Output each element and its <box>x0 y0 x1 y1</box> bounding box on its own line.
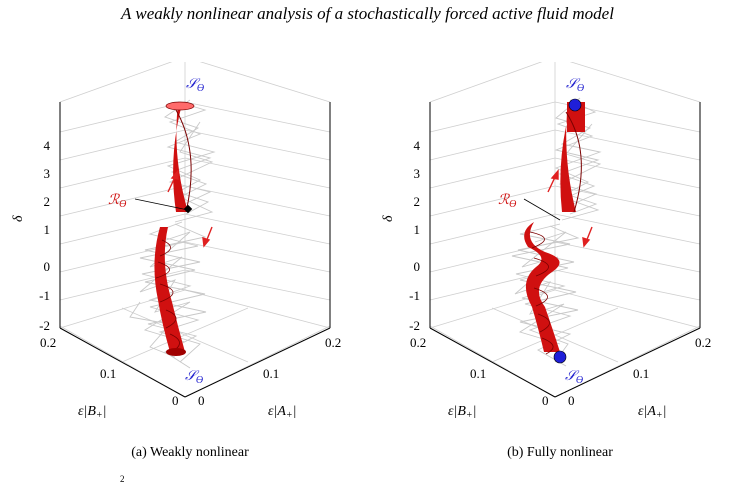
z-tick-label: 2 <box>44 194 51 209</box>
s-theta-label-bottom: 𝒮ϴ <box>565 369 583 386</box>
fixed-point-marker <box>183 204 193 214</box>
caption-panel-a: (a) Weakly nonlinear <box>131 445 249 460</box>
r-theta-pointer <box>134 198 189 211</box>
running-header: A weakly nonlinear analysis of a stochas… <box>121 4 614 23</box>
b-tick-label: 0 <box>172 393 179 408</box>
b-tick-label: 0 <box>542 393 549 408</box>
b-axis-label: ε|B+| <box>448 404 477 421</box>
a-tick-label: 0 <box>198 393 205 408</box>
z-tick-label: 0 <box>44 259 51 274</box>
deterministic-tube <box>154 101 195 356</box>
box-frame <box>429 102 701 398</box>
box-frame <box>59 102 331 398</box>
z-tick-label: 4 <box>414 138 421 153</box>
r-theta-label: ℛϴ <box>108 193 126 210</box>
fixed-point-marker-bottom <box>553 350 567 364</box>
z-tick-label: -1 <box>409 288 420 303</box>
z-axis-ticks: 4 3 2 1 0 -1 -2 <box>409 138 420 333</box>
b-axis-ticks: 0.2 0.1 0 <box>410 335 549 408</box>
a-tick-label: 0.1 <box>263 366 279 381</box>
b-tick-label: 0.1 <box>100 366 116 381</box>
figure-panel-a: 4 3 2 1 0 -1 -2 δ 0.2 0.1 0 ε|B+| 0 0.1 … <box>0 62 365 432</box>
a-tick-label: 0 <box>568 393 575 408</box>
a-axis-ticks: 0 0.1 0.2 <box>198 335 341 408</box>
b-tick-label: 0.2 <box>40 335 56 350</box>
fixed-point-marker-top <box>568 98 582 112</box>
z-tick-label: 3 <box>414 166 421 181</box>
z-axis-label: δ <box>381 215 396 222</box>
figure-panel-b: 4 3 2 1 0 -1 -2 δ 0.2 0.1 0 ε|B+| 0 0.1 … <box>370 62 735 432</box>
direction-arrows <box>167 169 213 248</box>
s-theta-label-bottom: 𝒮ϴ <box>185 369 203 386</box>
b-tick-label: 0.1 <box>470 366 486 381</box>
s-theta-label-top: 𝒮ϴ <box>186 77 204 94</box>
z-tick-label: 0 <box>414 259 421 274</box>
z-axis-label: δ <box>11 215 26 222</box>
z-axis-ticks: 4 3 2 1 0 -1 -2 <box>39 138 50 333</box>
plot-3d-b: 4 3 2 1 0 -1 -2 δ 0.2 0.1 0 ε|B+| 0 0.1 … <box>381 62 711 421</box>
z-tick-label: -1 <box>39 288 50 303</box>
b-axis-ticks: 0.2 0.1 0 <box>40 335 179 408</box>
b-tick-label: 0.2 <box>410 335 426 350</box>
z-tick-label: 3 <box>44 166 51 181</box>
z-tick-label: 1 <box>414 222 421 237</box>
a-tick-label: 0.1 <box>633 366 649 381</box>
plot-3d-a: 4 3 2 1 0 -1 -2 δ 0.2 0.1 0 ε|B+| 0 0.1 … <box>11 62 341 421</box>
a-axis-label: ε|A+| <box>638 404 667 421</box>
a-axis-ticks: 0 0.1 0.2 <box>568 335 711 408</box>
z-tick-label: -2 <box>39 318 50 333</box>
s-theta-label-top: 𝒮ϴ <box>566 77 584 94</box>
caption-panel-b: (b) Fully nonlinear <box>507 445 613 460</box>
z-tick-label: 2 <box>414 194 421 209</box>
z-tick-label: 4 <box>44 138 51 153</box>
footnote-mark: 2 <box>120 474 125 484</box>
r-theta-pointer <box>523 198 561 221</box>
a-axis-label: ε|A+| <box>268 404 297 421</box>
a-tick-label: 0.2 <box>695 335 711 350</box>
b-axis-label: ε|B+| <box>78 404 107 421</box>
r-theta-label: ℛϴ <box>498 193 516 210</box>
direction-arrows <box>547 169 593 248</box>
z-tick-label: -2 <box>409 318 420 333</box>
z-tick-label: 1 <box>44 222 51 237</box>
a-tick-label: 0.2 <box>325 335 341 350</box>
